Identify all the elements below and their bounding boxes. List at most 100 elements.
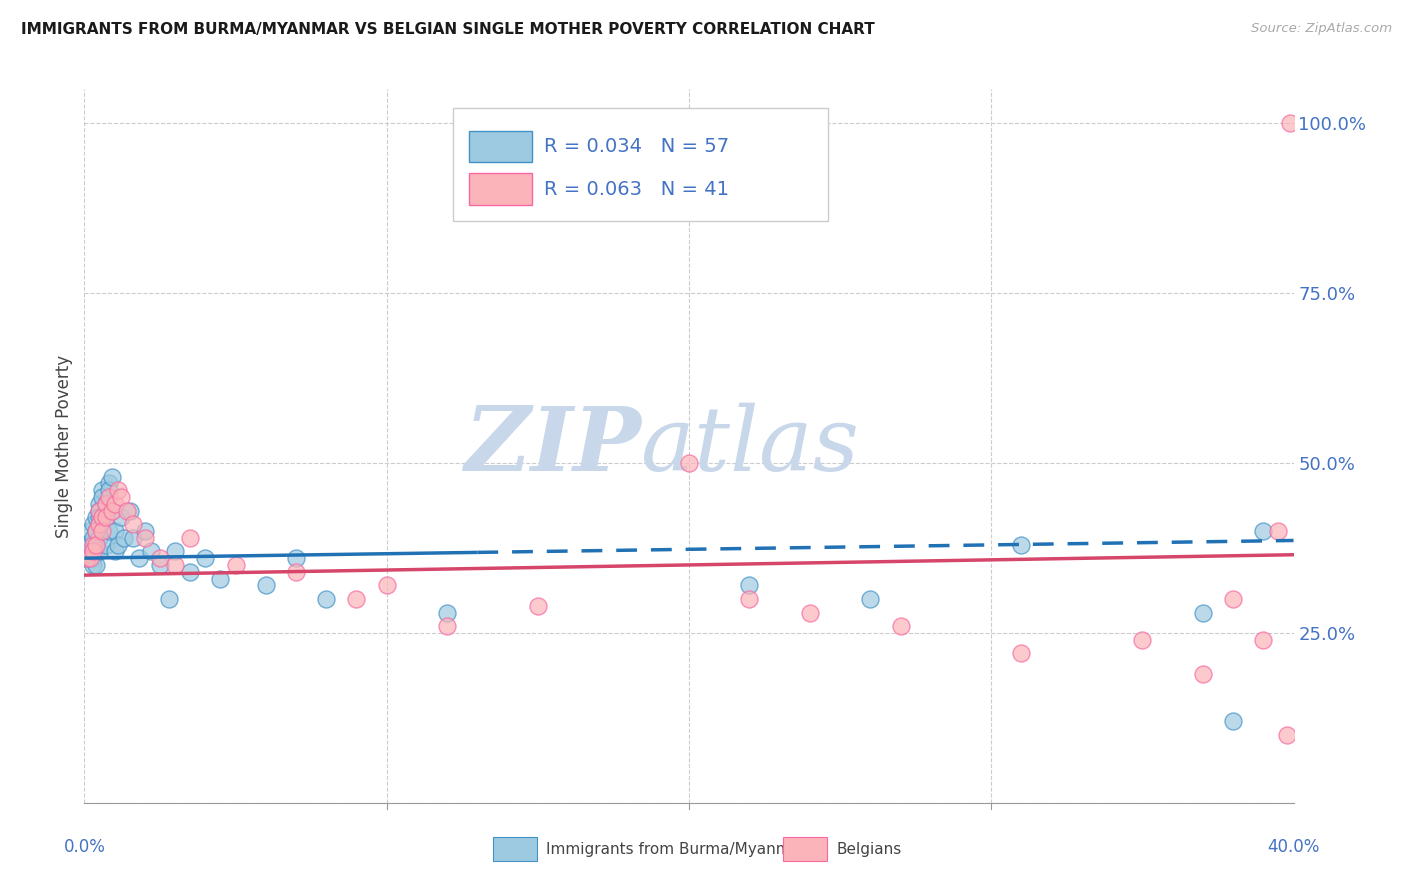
Point xyxy=(134,531,156,545)
Point xyxy=(110,490,132,504)
Point xyxy=(285,551,308,566)
Point xyxy=(121,517,143,532)
Point xyxy=(112,531,135,545)
Point xyxy=(1279,116,1302,130)
Point xyxy=(76,551,98,566)
Point xyxy=(94,510,117,524)
Point xyxy=(1192,606,1215,620)
Text: atlas: atlas xyxy=(641,402,859,490)
Point xyxy=(107,537,129,551)
Point xyxy=(100,503,122,517)
Point xyxy=(165,544,187,558)
Point xyxy=(104,497,127,511)
Point xyxy=(91,524,114,538)
Point xyxy=(86,524,108,538)
Point xyxy=(89,517,111,532)
Point xyxy=(79,524,101,538)
Point xyxy=(89,503,111,517)
Text: R = 0.063   N = 41: R = 0.063 N = 41 xyxy=(544,179,728,199)
Point xyxy=(89,497,111,511)
Point xyxy=(94,497,117,511)
Point xyxy=(89,544,111,558)
Point xyxy=(118,503,141,517)
Point xyxy=(1192,666,1215,681)
Point xyxy=(76,551,98,566)
Point xyxy=(1011,537,1033,551)
Text: R = 0.034   N = 57: R = 0.034 N = 57 xyxy=(544,136,728,156)
Point xyxy=(179,531,201,545)
Point xyxy=(97,490,120,504)
Point xyxy=(115,503,138,517)
Point xyxy=(86,510,108,524)
Point xyxy=(94,497,117,511)
Point xyxy=(104,544,127,558)
FancyBboxPatch shape xyxy=(783,837,827,862)
Point xyxy=(86,537,108,551)
Point xyxy=(1011,646,1033,660)
Point xyxy=(86,544,108,558)
Point xyxy=(1222,591,1244,606)
Point xyxy=(436,619,458,633)
Point xyxy=(97,524,120,538)
Point xyxy=(82,544,104,558)
Point xyxy=(89,510,111,524)
Point xyxy=(82,558,104,572)
Text: Source: ZipAtlas.com: Source: ZipAtlas.com xyxy=(1251,22,1392,36)
Point xyxy=(89,531,111,545)
Point xyxy=(738,578,761,592)
Point xyxy=(527,599,550,613)
Point xyxy=(100,469,122,483)
Point xyxy=(209,572,232,586)
Point xyxy=(86,524,108,538)
FancyBboxPatch shape xyxy=(494,837,537,862)
Point xyxy=(139,544,162,558)
Point xyxy=(128,551,150,566)
FancyBboxPatch shape xyxy=(468,173,531,205)
Point xyxy=(1267,524,1289,538)
Point xyxy=(121,531,143,545)
Point xyxy=(157,591,180,606)
Text: Immigrants from Burma/Myanmar: Immigrants from Burma/Myanmar xyxy=(547,842,807,856)
Point xyxy=(82,544,104,558)
Point xyxy=(194,551,217,566)
Point xyxy=(94,510,117,524)
Point xyxy=(149,558,172,572)
Point xyxy=(134,524,156,538)
Point xyxy=(346,591,368,606)
Point xyxy=(82,551,104,566)
Point xyxy=(1277,728,1299,742)
FancyBboxPatch shape xyxy=(453,109,828,221)
Point xyxy=(436,606,458,620)
Point xyxy=(100,503,122,517)
Point xyxy=(1222,714,1244,729)
Point xyxy=(104,524,127,538)
Point xyxy=(97,483,120,498)
Point xyxy=(89,503,111,517)
Point xyxy=(82,531,104,545)
Point xyxy=(82,517,104,532)
Point xyxy=(79,544,101,558)
Point xyxy=(285,565,308,579)
Point xyxy=(79,537,101,551)
Text: IMMIGRANTS FROM BURMA/MYANMAR VS BELGIAN SINGLE MOTHER POVERTY CORRELATION CHART: IMMIGRANTS FROM BURMA/MYANMAR VS BELGIAN… xyxy=(21,22,875,37)
Point xyxy=(91,483,114,498)
Point xyxy=(97,476,120,491)
Point xyxy=(225,558,247,572)
Point xyxy=(890,619,912,633)
Point xyxy=(82,537,104,551)
Point xyxy=(91,510,114,524)
Point xyxy=(738,591,761,606)
Point xyxy=(107,483,129,498)
Point xyxy=(91,510,114,524)
Text: 0.0%: 0.0% xyxy=(63,838,105,856)
Point xyxy=(254,578,277,592)
Point xyxy=(86,558,108,572)
Point xyxy=(179,565,201,579)
Point xyxy=(859,591,882,606)
Point xyxy=(76,537,98,551)
Point xyxy=(375,578,398,592)
Point xyxy=(110,510,132,524)
Point xyxy=(678,456,700,470)
Point xyxy=(94,537,117,551)
Point xyxy=(79,551,101,566)
